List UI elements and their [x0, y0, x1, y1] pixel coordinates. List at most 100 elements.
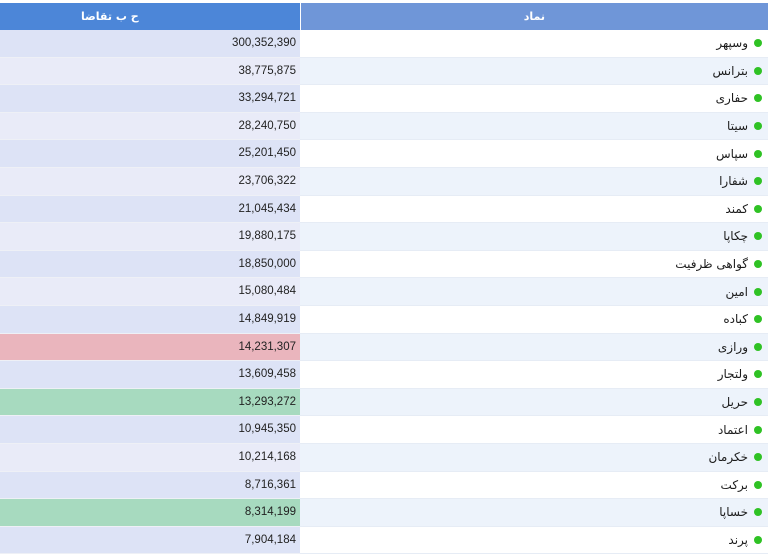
demand-value-cell: 25,201,450 — [0, 140, 300, 168]
symbol-cell[interactable]: امین — [300, 278, 768, 306]
demand-value-cell: 21,045,434 — [0, 195, 300, 224]
status-dot-icon — [754, 260, 762, 269]
symbol-cell[interactable]: حریل — [300, 388, 768, 417]
symbol-cell[interactable]: خکرمان — [300, 443, 768, 472]
symbol-label: سپاس — [716, 146, 748, 161]
symbol-cell[interactable]: برکت — [300, 471, 768, 500]
table-row[interactable]: 28,240,750 سیتا — [0, 112, 768, 141]
demand-value-cell: 13,293,272 — [0, 388, 300, 417]
demand-value-cell: 10,945,350 — [0, 416, 300, 444]
status-dot-icon — [754, 453, 762, 462]
status-dot-icon — [754, 370, 762, 379]
symbol-cell[interactable]: سیتا — [300, 112, 768, 141]
symbol-label: سیتا — [727, 119, 748, 134]
symbol-label: ولتجار — [717, 367, 748, 382]
table-row[interactable]: 300,352,390 وسپهر — [0, 30, 768, 58]
symbol-label: بترانس — [712, 63, 748, 78]
demand-value-cell: 28,240,750 — [0, 112, 300, 141]
demand-value-cell: 13,609,458 — [0, 361, 300, 389]
table-header: ح ب تقاضا نماد — [0, 3, 768, 30]
table-body: 300,352,390 وسپهر 38,775,875 بترانس 33,294,7… — [0, 30, 768, 555]
demand-value-cell: 18,850,000 — [0, 250, 300, 279]
table-row[interactable]: 18,850,000 گواهی ظرفیت — [0, 250, 768, 279]
symbol-cell[interactable]: اعتماد — [300, 416, 768, 444]
status-dot-icon — [754, 342, 762, 351]
table-row[interactable]: 7,904,184 پرند — [0, 526, 768, 555]
status-dot-icon — [754, 232, 762, 241]
status-dot-icon — [754, 66, 762, 75]
symbol-label: شفارا — [719, 174, 748, 189]
table-row[interactable]: 25,201,450 سپاس — [0, 140, 768, 168]
table-row[interactable]: 8,716,361 برکت — [0, 471, 768, 500]
demand-value-cell: 10,214,168 — [0, 443, 300, 472]
table-row[interactable]: 13,293,272 حریل — [0, 388, 768, 417]
symbol-label: وسپهر — [716, 36, 748, 51]
status-dot-icon — [754, 398, 762, 407]
demand-value-cell: 19,880,175 — [0, 223, 300, 251]
symbol-cell[interactable]: گواهی ظرفیت — [300, 250, 768, 279]
symbol-label: خساپا — [719, 505, 748, 520]
status-dot-icon — [754, 149, 762, 158]
table-row[interactable]: 13,609,458 ولتجار — [0, 361, 768, 389]
status-dot-icon — [754, 204, 762, 213]
symbol-cell[interactable]: وسپهر — [300, 30, 768, 58]
table-row[interactable]: 14,849,919 کباده — [0, 305, 768, 334]
status-dot-icon — [754, 425, 762, 434]
symbol-label: گواهی ظرفیت — [675, 257, 748, 272]
demand-value-cell: 15,080,484 — [0, 278, 300, 306]
symbol-cell[interactable]: بترانس — [300, 57, 768, 86]
symbol-cell[interactable]: کباده — [300, 305, 768, 334]
demand-value-cell: 7,904,184 — [0, 526, 300, 555]
symbol-cell[interactable]: خساپا — [300, 499, 768, 527]
symbol-label: برکت — [720, 477, 748, 492]
symbol-label: حریل — [721, 395, 748, 410]
demand-value-cell: 33,294,721 — [0, 85, 300, 113]
demand-value-cell: 23,706,322 — [0, 167, 300, 196]
symbol-cell[interactable]: ورازی — [300, 333, 768, 362]
symbol-label: امین — [725, 284, 748, 299]
symbol-cell[interactable]: پرند — [300, 526, 768, 555]
table-row[interactable]: 10,945,350 اعتماد — [0, 416, 768, 444]
status-dot-icon — [754, 177, 762, 186]
symbol-cell[interactable]: شفارا — [300, 167, 768, 196]
demand-value-cell: 14,231,307 — [0, 333, 300, 362]
table-row[interactable]: 38,775,875 بترانس — [0, 57, 768, 86]
status-dot-icon — [754, 508, 762, 517]
table-row[interactable]: 23,706,322 شفارا — [0, 167, 768, 196]
demand-value-cell: 300,352,390 — [0, 30, 300, 58]
column-header-demand[interactable]: ح ب تقاضا — [0, 3, 300, 30]
status-dot-icon — [754, 94, 762, 103]
symbol-cell[interactable]: کمند — [300, 195, 768, 224]
symbol-cell[interactable]: ولتجار — [300, 361, 768, 389]
demand-value-cell: 8,716,361 — [0, 471, 300, 500]
demand-value-cell: 38,775,875 — [0, 57, 300, 86]
status-dot-icon — [754, 480, 762, 489]
status-dot-icon — [754, 535, 762, 544]
table-row[interactable]: 15,080,484 امین — [0, 278, 768, 306]
symbol-cell[interactable]: حفاری — [300, 85, 768, 113]
table-row[interactable]: 14,231,307 ورازی — [0, 333, 768, 362]
symbol-label: چکاپا — [723, 229, 748, 244]
symbol-cell[interactable]: چکاپا — [300, 223, 768, 251]
demand-value-cell: 8,314,199 — [0, 499, 300, 527]
table-row[interactable]: 8,314,199 خساپا — [0, 499, 768, 527]
symbol-label: اعتماد — [717, 422, 748, 437]
demand-value-cell: 14,849,919 — [0, 305, 300, 334]
table-row[interactable]: 19,880,175 چکاپا — [0, 223, 768, 251]
table-row[interactable]: 10,214,168 خکرمان — [0, 443, 768, 472]
status-dot-icon — [754, 39, 762, 48]
status-dot-icon — [754, 122, 762, 131]
column-header-symbol[interactable]: نماد — [300, 3, 768, 30]
symbol-label: حفاری — [715, 91, 748, 106]
table-row[interactable]: 33,294,721 حفاری — [0, 85, 768, 113]
symbol-cell[interactable]: سپاس — [300, 140, 768, 168]
symbol-label: خکرمان — [708, 450, 748, 465]
table-row[interactable]: 21,045,434 کمند — [0, 195, 768, 224]
status-dot-icon — [754, 287, 762, 296]
status-dot-icon — [754, 315, 762, 324]
symbol-label: کباده — [723, 312, 748, 327]
symbol-label: کمند — [725, 201, 748, 216]
symbol-label: ورازی — [717, 339, 748, 354]
symbol-label: پرند — [728, 532, 748, 547]
